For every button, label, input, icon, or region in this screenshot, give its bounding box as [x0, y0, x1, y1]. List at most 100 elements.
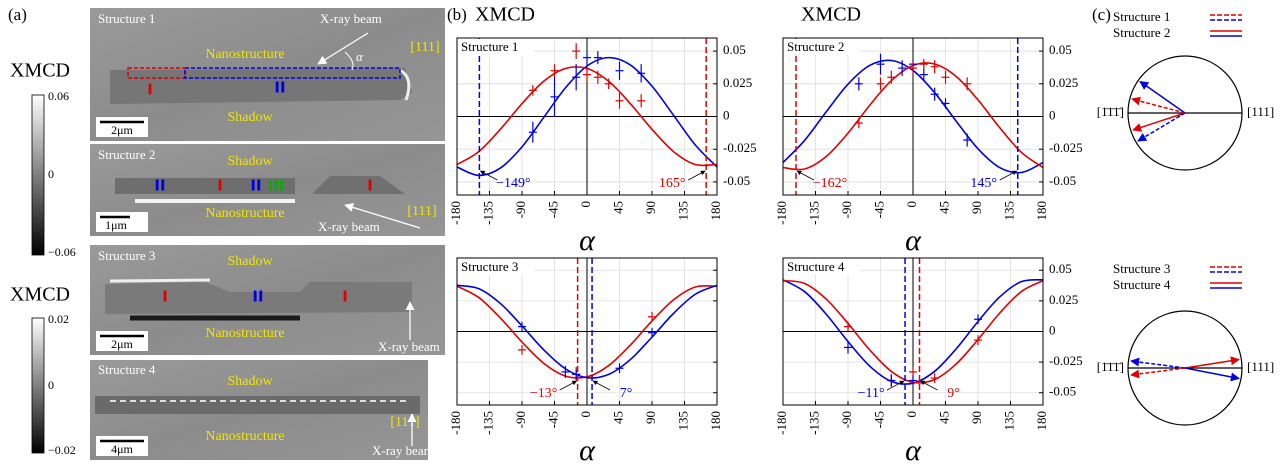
marker-arrow — [796, 170, 815, 181]
image-title: Structure 3 — [98, 248, 155, 263]
scalebar-label: 1μm — [105, 218, 127, 232]
marker-label: 165° — [659, 176, 686, 191]
y-tick-label: -0.05 — [1049, 384, 1076, 399]
x-tick-label: 135 — [675, 411, 690, 431]
x-tick-label: 135 — [675, 201, 690, 221]
marker-arrow — [886, 380, 905, 391]
label-box — [784, 259, 860, 275]
legend-label: Structure 4 — [1113, 277, 1171, 292]
chart: -180 -135 -90 -45 0 45 90 135 180-0.05 -0.025 0 0.0… — [774, 257, 1083, 467]
y-tick-label: -0.025 — [1049, 140, 1083, 155]
colorbar-tick: 0.02 — [48, 312, 69, 326]
marker-label: −149° — [496, 176, 531, 191]
colorbar-tick: −0.06 — [48, 245, 76, 259]
domain-label: II — [274, 79, 285, 97]
x-tick-label: 45 — [936, 201, 951, 214]
x-tick-label: -180 — [774, 201, 789, 225]
x-tick-label: -135 — [806, 411, 821, 435]
x-tick-label: -45 — [871, 201, 886, 218]
x-tick-label: 0 — [904, 201, 919, 208]
scalebar-label: 4μm — [111, 442, 133, 456]
x-tick-label: 0 — [578, 411, 593, 418]
x-tick-label: -135 — [480, 201, 495, 225]
image-label: X-ray beam — [318, 219, 380, 234]
colorbar-tick: 0 — [48, 167, 54, 181]
marker-label: 9° — [947, 386, 960, 401]
marker-arrow — [920, 380, 938, 391]
y-tick-label: 0.05 — [1049, 261, 1072, 276]
chart: XMCD -180 -135 -90 -45 0 45 90 135 180-0.05 -0.025… — [774, 4, 1083, 257]
label-box — [784, 39, 860, 55]
y-tick-label: -0.025 — [723, 140, 757, 155]
beam-arrow — [317, 32, 369, 65]
y-tick-label: 0.05 — [723, 42, 746, 57]
x-tick-label: -45 — [545, 411, 560, 428]
image-label: X-ray beam — [320, 11, 382, 26]
image-label: Nanostructure — [205, 47, 284, 62]
chart-title: XMCD — [475, 4, 535, 26]
panel-c: (c) Structure 1 Structure 2 [111] [1̄1̄1… — [1092, 5, 1274, 426]
plot-frame — [456, 257, 718, 406]
label-box — [458, 259, 534, 275]
image-label: Shadow — [227, 154, 273, 169]
panel-a: (a) XMCD 0.06 0 −0.06 XMCD 0.02 0 −0.02 … — [8, 5, 445, 460]
x-axis-label: α — [905, 434, 922, 467]
chart-label: Structure 1 — [461, 39, 518, 54]
domain-label: I — [162, 288, 168, 306]
y-tick-label: -0.025 — [1049, 353, 1083, 368]
colorbar-tick: 0 — [48, 378, 54, 392]
x-tick-label: -135 — [806, 201, 821, 225]
x-tick-label: -135 — [480, 411, 495, 435]
x-tick-label: 0 — [904, 411, 919, 418]
panel-b: XMCD-180 -135 -90 -45 0 45 90 135 180-0.05-0.025… — [448, 4, 1083, 467]
domain-label: I — [342, 288, 348, 306]
scalebar-label: 2μm — [111, 123, 133, 137]
edge-highlight — [399, 68, 411, 101]
x-tick-label: 45 — [610, 411, 625, 424]
axis-label: [1̄1̄1̄] — [1097, 104, 1124, 119]
marker-arrow — [559, 380, 578, 391]
chart: XMCD -180 -135 -90 -45 0 45 90 135 180-0.05 -0.025… — [448, 4, 757, 257]
marker-label: 145° — [970, 176, 997, 191]
edge-highlight — [109, 278, 211, 283]
y-tick-label: 0 — [1049, 107, 1056, 122]
axis-label: [111] — [1247, 104, 1274, 119]
x-tick-label: 0 — [578, 201, 593, 208]
image-title: Structure 1 — [98, 11, 155, 26]
marker-arrow — [999, 170, 1018, 181]
marker-arrow — [687, 170, 706, 181]
x-tick-label: 180 — [1034, 411, 1049, 431]
x-axis-label: α — [905, 224, 922, 257]
y-tick-label: -0.05 — [1049, 173, 1076, 188]
nanostructure-shape — [105, 282, 412, 314]
marker-arrow — [479, 170, 498, 181]
x-axis-label: α — [579, 224, 596, 257]
x-tick-label: -90 — [839, 201, 854, 218]
y-tick-label: 0 — [1049, 322, 1056, 337]
nanostructure-shape — [95, 396, 420, 414]
label-box — [458, 39, 534, 55]
image-label: Shadow — [227, 254, 273, 269]
image-label: Shadow — [227, 110, 273, 125]
image-label: Nanostructure — [205, 206, 284, 221]
image-label: Nanostructure — [205, 326, 284, 341]
image-label: [111] — [390, 415, 419, 430]
scalebar-label: 2μm — [111, 337, 133, 351]
domain-box — [184, 67, 401, 79]
chart-label: Structure 2 — [787, 39, 844, 54]
legend-label: Structure 1 — [1113, 9, 1170, 24]
plot-frame — [782, 257, 1044, 406]
x-axis-label: α — [579, 434, 596, 467]
x-tick-label: -90 — [513, 411, 528, 428]
x-tick-label: 90 — [643, 201, 658, 214]
plot-frame — [782, 37, 1044, 196]
image-label: Nanostructure — [205, 429, 284, 444]
domain-label: I — [217, 177, 223, 195]
x-tick-label: 180 — [708, 411, 723, 431]
legend-label: Structure 3 — [1113, 261, 1170, 276]
colorbar-tick: 0.06 — [48, 89, 69, 103]
x-tick-label: 90 — [643, 411, 658, 424]
fit-curve — [456, 56, 718, 177]
image-label: [111] — [407, 204, 436, 219]
x-tick-label: 45 — [936, 411, 951, 424]
